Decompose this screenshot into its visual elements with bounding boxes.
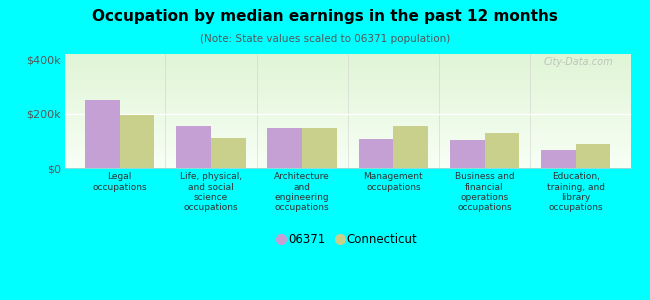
Bar <box>541 150 576 168</box>
Bar <box>85 100 120 168</box>
Bar <box>302 128 337 168</box>
Text: (Note: State values scaled to 06371 population): (Note: State values scaled to 06371 popu… <box>200 34 450 44</box>
Bar <box>450 140 484 168</box>
Bar <box>211 138 246 168</box>
Bar <box>268 128 302 168</box>
Bar <box>393 126 428 168</box>
Bar <box>576 144 610 168</box>
Text: Occupation by median earnings in the past 12 months: Occupation by median earnings in the pas… <box>92 9 558 24</box>
Bar <box>176 126 211 168</box>
Bar <box>120 115 155 168</box>
Text: City-Data.com: City-Data.com <box>544 57 614 68</box>
Bar <box>484 133 519 168</box>
Legend: 06371, Connecticut: 06371, Connecticut <box>274 229 422 251</box>
Bar <box>359 139 393 168</box>
